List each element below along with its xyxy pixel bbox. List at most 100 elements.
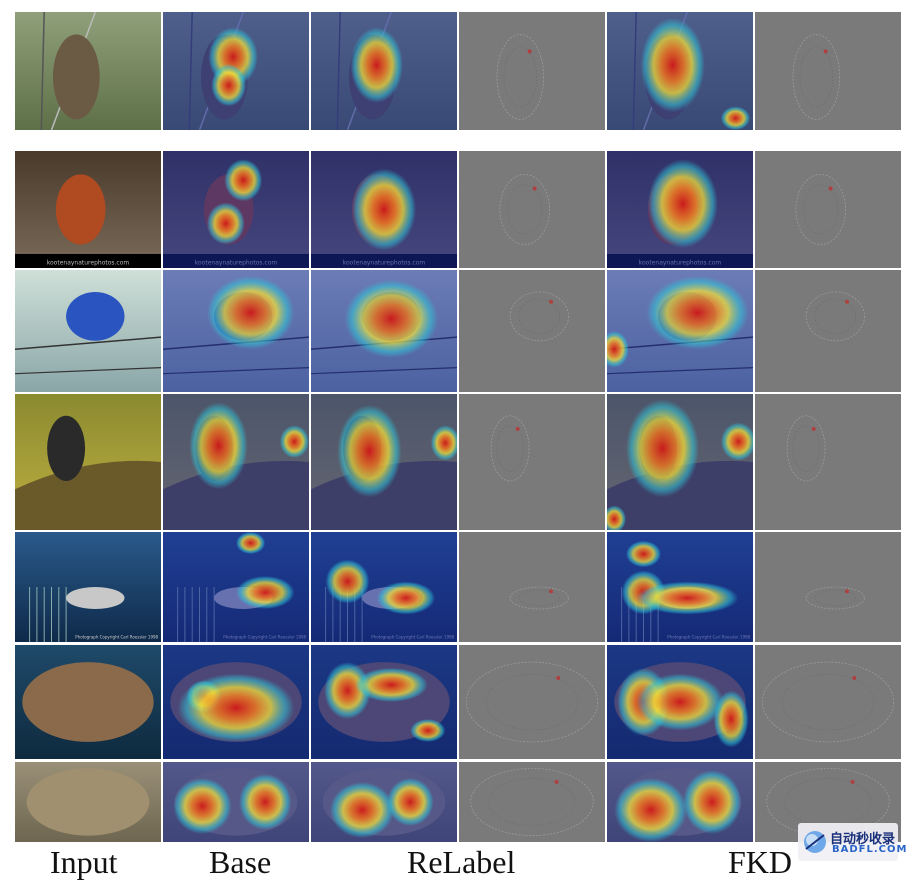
column-label-base: Base [209, 844, 272, 880]
gradient-highlight [515, 426, 520, 431]
cell-relabel-gradient-row-7 [459, 762, 605, 842]
gradient-inner-outline [485, 673, 579, 731]
cell-relabel-heatmap-row-4 [311, 394, 457, 530]
heatmap-hotspot [607, 505, 626, 530]
cell-fkd-gradient-row-5 [755, 532, 901, 642]
heatmap-hotspot [636, 673, 724, 731]
gradient-outline [465, 661, 599, 743]
heatmap-hotspot [325, 559, 370, 604]
gradient-highlight [527, 49, 532, 54]
cell-input-image-row-2: kootenaynaturephotos.com [15, 151, 161, 268]
cell-fkd-gradient-row-3 [755, 270, 901, 392]
gradient-inner-outline [799, 46, 833, 107]
cell-fkd-gradient-row-4 [755, 394, 901, 530]
gradient-highlight [828, 186, 833, 191]
gradient-highlight [548, 299, 553, 304]
column-label-input: Input [50, 844, 118, 880]
cell-base-heatmap-row-7 [163, 762, 309, 842]
cell-base-heatmap-row-1 [163, 12, 309, 130]
watermark-logo-icon [804, 831, 826, 853]
heatmap-hotspot [236, 532, 266, 554]
heatmap-hotspot [410, 719, 446, 742]
wire-line [15, 336, 161, 351]
gradient-background [459, 394, 605, 530]
cell-fkd-heatmap-row-1 [607, 12, 753, 130]
gradient-outline [805, 586, 865, 610]
mossy-rock [15, 460, 161, 530]
gradient-outline [496, 34, 545, 120]
heatmap-hotspot [607, 331, 629, 368]
gradient-background [755, 645, 901, 759]
gradient-outline [509, 586, 569, 610]
heatmap-hotspot [647, 159, 718, 249]
wire-line [15, 367, 161, 375]
gradient-outline [786, 415, 826, 482]
heatmap-hotspot [206, 276, 295, 350]
heatmap-hotspot [344, 279, 439, 358]
cell-fkd-heatmap-row-7 [607, 762, 753, 842]
gradient-highlight [548, 589, 553, 594]
heatmap-hotspot [173, 778, 232, 834]
caption-band [15, 253, 161, 268]
subject-junco-on-mossy-rock [47, 415, 86, 482]
cell-relabel-gradient-row-5 [459, 532, 605, 642]
heatmap-hotspot [224, 159, 263, 202]
gradient-background [755, 151, 901, 268]
cell-relabel-gradient-row-2 [459, 151, 605, 268]
cell-input-image-row-4 [15, 394, 161, 530]
heatmap-hotspot [329, 782, 395, 838]
heatmap-hotspot [236, 576, 295, 609]
gradient-highlight [844, 299, 849, 304]
heatmap-hotspot [720, 422, 753, 461]
watermark-badge: 自动秒收录 BADFL.COM [798, 823, 906, 861]
photo-caption: Photograph Copyright Carl Roessler 1998 [75, 635, 158, 640]
cell-relabel-gradient-row-1 [459, 12, 605, 130]
gradient-highlight [850, 779, 855, 784]
cell-input-image-row-6 [15, 645, 161, 759]
cell-base-heatmap-row-4 [163, 394, 309, 530]
heatmap-hotspot [625, 399, 699, 498]
cell-base-heatmap-row-5: Photograph Copyright Carl Roessler 1998 [163, 532, 309, 642]
gradient-outline [509, 291, 569, 342]
cell-fkd-heatmap-row-4 [607, 394, 753, 530]
cell-input-image-row-3 [15, 270, 161, 392]
figure-grid: kootenaynaturephotos.comkootenaynatureph… [15, 12, 905, 842]
heatmap-hotspot [625, 540, 662, 568]
gradient-inner-outline [518, 589, 561, 606]
gradient-highlight [852, 676, 857, 681]
cell-base-heatmap-row-3 [163, 270, 309, 392]
fence-stick [40, 12, 45, 130]
gradient-highlight [823, 49, 828, 54]
gradient-inner-outline [814, 589, 857, 606]
gradient-background [459, 12, 605, 130]
heatmap-hotspot [324, 662, 371, 720]
heatmap-hotspot [682, 770, 742, 834]
column-label-fkd: FKD [728, 844, 793, 880]
gradient-inner-outline [518, 298, 561, 334]
cell-relabel-heatmap-row-1 [311, 12, 457, 130]
heatmap-hotspot [646, 276, 749, 350]
cell-input-image-row-1 [15, 12, 161, 130]
cell-fkd-heatmap-row-6 [607, 645, 753, 759]
gradient-inner-outline [503, 46, 537, 107]
heatmap-hotspot [640, 17, 705, 113]
gradient-outline [795, 174, 846, 245]
gradient-outline [470, 768, 594, 836]
gradient-highlight [532, 186, 537, 191]
heatmap-hotspot [430, 425, 457, 461]
gradient-inner-outline [496, 425, 524, 472]
heatmap-hotspot [720, 106, 751, 130]
gradient-background [459, 270, 605, 392]
cell-relabel-heatmap-row-5: Photograph Copyright Carl Roessler 1998 [311, 532, 457, 642]
cell-base-heatmap-row-2: kootenaynaturephotos.com [163, 151, 309, 268]
subject-indigo-bunting-on-wire [66, 291, 125, 341]
heatmap-hotspot [189, 402, 248, 490]
gradient-background [459, 151, 605, 268]
gradient-highlight [554, 779, 559, 784]
heatmap-hotspot [279, 425, 309, 458]
gradient-background [459, 762, 605, 842]
cell-relabel-heatmap-row-3 [311, 270, 457, 392]
subject-turtle-shell [22, 662, 154, 742]
cell-fkd-gradient-row-6 [755, 645, 901, 759]
gradient-background [755, 394, 901, 530]
